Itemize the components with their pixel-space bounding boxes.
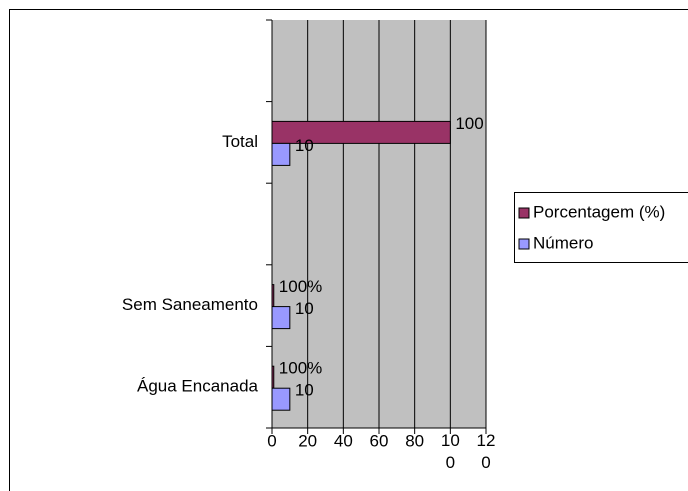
value-label: 100	[455, 114, 483, 133]
bar	[271, 142, 291, 166]
bar	[271, 387, 291, 411]
bar	[271, 306, 291, 330]
legend-label: Porcentagem (%)	[533, 202, 665, 221]
value-label: 100%	[279, 277, 322, 296]
value-label: 10	[295, 136, 314, 155]
x-tick-label: 40	[334, 431, 353, 450]
value-label: 10	[295, 381, 314, 400]
legend-swatch	[518, 207, 530, 219]
x-tick-label: 60	[370, 431, 389, 450]
bar	[271, 120, 451, 144]
x-tick-label: 10 0	[441, 431, 460, 472]
x-tick-label: 0	[267, 431, 276, 450]
x-tick-label: 20	[298, 431, 317, 450]
legend-swatch	[518, 238, 530, 250]
bar	[271, 365, 275, 389]
legend-label: Número	[533, 233, 593, 252]
value-label: 100%	[279, 359, 322, 378]
value-label: 10	[295, 299, 314, 318]
y-tick-label: Total	[222, 132, 258, 151]
x-tick-label: 12 0	[477, 431, 496, 472]
bar	[271, 284, 275, 308]
y-tick-label: Sem Saneamento	[122, 295, 258, 314]
y-tick-label: Água Encanada	[137, 377, 259, 396]
x-tick-label: 80	[405, 431, 424, 450]
legend-box	[514, 192, 688, 263]
